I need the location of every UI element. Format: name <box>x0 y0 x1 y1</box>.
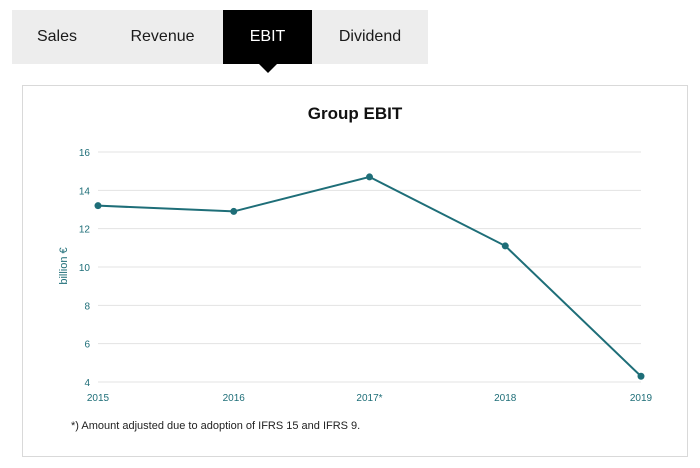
tab-sales[interactable]: Sales <box>36 28 78 45</box>
chart-panel: Group EBIT 4 6 8 10 12 14 16 2015 2016 2017* 2018… <box>22 85 688 457</box>
data-point[interactable] <box>230 207 238 215</box>
y-tick-label: 8 <box>84 301 90 312</box>
y-axis-label: billion € <box>58 247 70 284</box>
x-tick-label: 2016 <box>223 393 246 404</box>
series-line <box>97 175 642 377</box>
chart-tab-bar: Sales Revenue EBIT Dividend <box>12 10 428 73</box>
y-tick-label: 12 <box>79 225 91 236</box>
data-point[interactable] <box>501 242 509 250</box>
data-point[interactable] <box>637 372 645 380</box>
y-tick-label: 6 <box>84 340 90 351</box>
tab-revenue[interactable]: Revenue <box>130 28 195 45</box>
grid-lines <box>98 151 641 383</box>
x-axis-ticks: 2015 2016 2017* 2018 2019 <box>87 393 653 404</box>
tab-ebit[interactable]: EBIT <box>223 10 312 73</box>
y-tick-label: 16 <box>79 148 91 159</box>
series-layer <box>94 173 645 380</box>
x-tick-label: 2015 <box>87 393 110 404</box>
x-tick-label: 2018 <box>494 393 517 404</box>
y-tick-label: 4 <box>84 378 90 389</box>
y-tick-label: 14 <box>79 186 91 197</box>
data-point[interactable] <box>94 202 102 210</box>
ebit-line-chart: 4 6 8 10 12 14 16 2015 2016 2017* 2018 2019 billio… <box>58 148 653 404</box>
footnote: *) Amount adjusted due to adoption of IF… <box>71 420 361 432</box>
data-point[interactable] <box>366 173 373 181</box>
x-tick-label: 2017* <box>356 393 382 404</box>
tab-dividend[interactable]: Dividend <box>338 28 402 45</box>
y-tick-label: 10 <box>79 263 91 274</box>
chart-title: Group EBIT <box>307 104 403 123</box>
x-tick-label: 2019 <box>630 393 653 404</box>
y-axis-ticks: 4 6 8 10 12 14 16 <box>79 148 91 389</box>
